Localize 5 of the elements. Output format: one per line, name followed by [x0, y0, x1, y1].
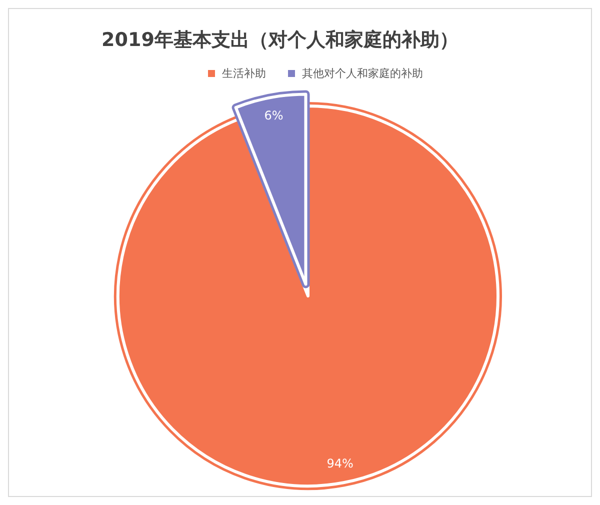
- legend-label: 生活补助: [222, 67, 266, 80]
- chart-title: 2019年基本支出（对个人和家庭的补助）: [102, 29, 458, 51]
- legend-label: 其他对个人和家庭的补助: [302, 67, 423, 80]
- data-label: 6%: [264, 108, 284, 123]
- data-label: 94%: [326, 456, 354, 470]
